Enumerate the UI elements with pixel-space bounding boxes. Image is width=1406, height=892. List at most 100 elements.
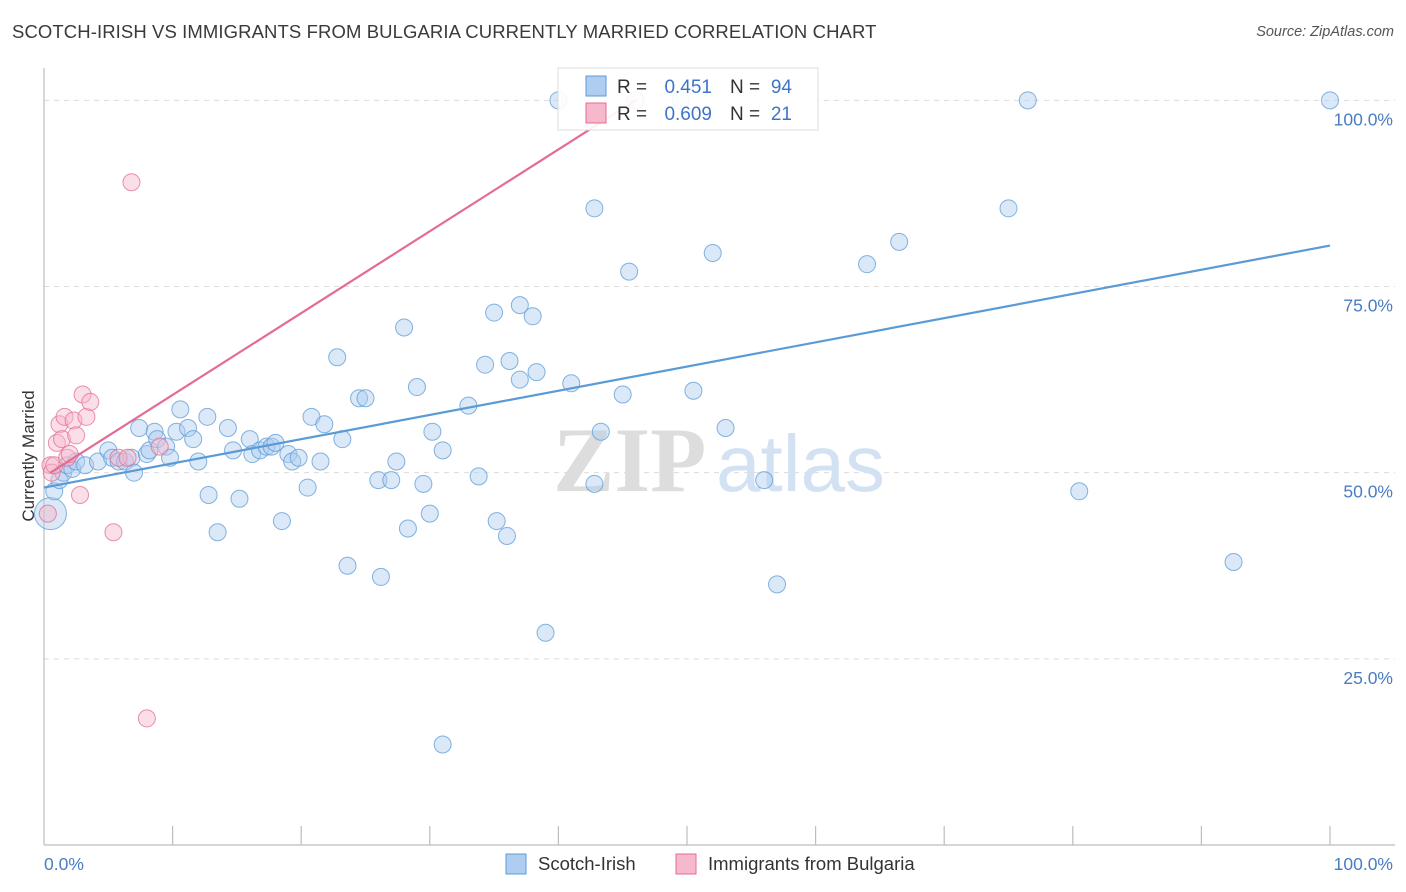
data-point: [469, 467, 488, 486]
data-point: [53, 430, 72, 449]
data-point: [328, 348, 347, 367]
y-tick-label: 50.0%: [1343, 482, 1393, 502]
data-point: [369, 471, 388, 490]
data-point: [703, 243, 722, 262]
r-label: R =: [617, 104, 647, 125]
trend-lines: [43, 99, 1331, 489]
data-point: [122, 448, 141, 467]
data-point: [1321, 91, 1339, 110]
legend-swatch-1: [675, 853, 697, 875]
data-point: [130, 418, 149, 437]
data-point: [510, 370, 529, 389]
data-point: [218, 418, 237, 437]
x-tick-label: 100.0%: [1334, 854, 1393, 874]
data-point: [398, 519, 417, 538]
n-label: N =: [730, 77, 760, 98]
data-point: [167, 422, 186, 441]
data-point: [289, 448, 308, 467]
data-point: [184, 430, 203, 449]
watermark-zip: ZIP: [553, 409, 706, 511]
data-point: [311, 452, 330, 471]
data-point: [768, 575, 787, 594]
data-point: [67, 426, 86, 445]
data-point: [716, 418, 735, 437]
data-point: [298, 478, 317, 497]
watermark-atlas: atlas: [716, 419, 885, 508]
y-axis-label: Currently Married: [19, 390, 38, 521]
data-point: [71, 486, 90, 505]
data-point: [395, 318, 414, 337]
n-value: 21: [771, 104, 792, 125]
data-point: [315, 415, 334, 434]
data-point: [510, 296, 529, 315]
r-label: R =: [617, 77, 647, 98]
data-point: [527, 363, 546, 382]
data-point: [497, 526, 516, 545]
data-point: [208, 523, 227, 542]
data-point: [33, 497, 67, 531]
data-point: [137, 709, 156, 728]
data-point: [189, 452, 208, 471]
watermark: ZIP atlas: [553, 409, 885, 511]
data-point: [73, 385, 92, 404]
data-point: [613, 385, 632, 404]
data-point: [38, 504, 57, 523]
legend-swatch-0: [505, 853, 527, 875]
data-point: [858, 255, 877, 274]
data-point: [500, 351, 519, 370]
data-point: [620, 262, 639, 281]
data-point: [338, 556, 357, 575]
legend-swatch-0: [585, 75, 607, 97]
data-point: [171, 400, 190, 419]
stats-legend: R = 0.451 N = 94 R = 0.609 N = 21: [557, 67, 819, 131]
data-point: [1018, 91, 1037, 110]
data-point: [77, 407, 96, 426]
data-point: [585, 474, 604, 493]
legend-label-0: Scotch-Irish: [538, 853, 636, 874]
data-point: [157, 437, 176, 456]
data-point: [240, 430, 259, 449]
data-point: [272, 512, 291, 531]
chart-title: SCOTCH-IRISH VS IMMIGRANTS FROM BULGARIA…: [12, 21, 877, 42]
data-point: [1070, 482, 1089, 501]
data-point: [109, 448, 128, 467]
data-point: [485, 303, 504, 322]
data-point: [387, 452, 406, 471]
axes: 25.0% 50.0% 75.0% 100.0% 0.0% 100.0%: [43, 68, 1395, 874]
n-label: N =: [730, 104, 760, 125]
data-point: [371, 567, 390, 586]
data-point: [487, 512, 506, 531]
data-point: [536, 623, 555, 642]
data-point: [230, 489, 249, 508]
data-point: [585, 199, 604, 218]
data-point: [476, 355, 495, 374]
data-point: [433, 441, 452, 460]
y-tick-label: 25.0%: [1343, 668, 1393, 688]
n-value: 94: [771, 77, 793, 98]
data-point: [350, 389, 369, 408]
data-point: [420, 504, 439, 523]
series-legend: Scotch-Irish Immigrants from Bulgaria: [505, 853, 915, 875]
data-point: [890, 232, 909, 251]
x-tick-label: 0.0%: [44, 854, 84, 874]
data-point: [81, 392, 100, 411]
data-point: [423, 422, 442, 441]
data-point: [999, 199, 1018, 218]
data-point: [198, 407, 217, 426]
data-point: [684, 381, 703, 400]
trend-line-0: [43, 244, 1331, 489]
source-credit: Source: ZipAtlas.com: [1256, 24, 1394, 40]
data-point: [199, 486, 218, 505]
data-point: [89, 452, 108, 471]
trend-line-1: [49, 99, 637, 474]
data-point: [55, 407, 74, 426]
data-point: [356, 389, 375, 408]
data-point: [407, 378, 426, 397]
data-point: [591, 422, 610, 441]
data-point: [179, 418, 198, 437]
data-point: [150, 437, 169, 456]
grid-lines: [44, 99, 1395, 660]
legend-label-1: Immigrants from Bulgaria: [708, 853, 915, 874]
data-point: [382, 471, 401, 490]
